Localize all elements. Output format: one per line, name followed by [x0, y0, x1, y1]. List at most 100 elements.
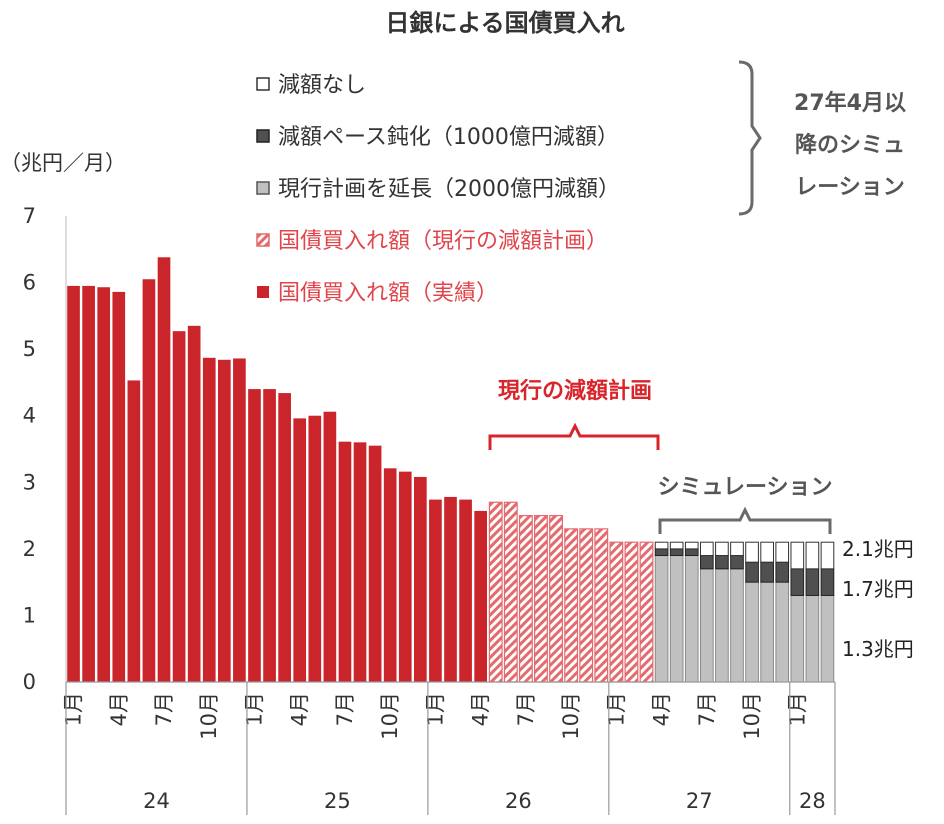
- bar-sim-extend-plan: [700, 568, 714, 683]
- x-tick-label-month: 7月: [152, 692, 176, 726]
- y-tick-label: 7: [23, 204, 36, 228]
- value-label-1-3: 1.3兆円: [842, 637, 914, 661]
- x-tick-label-month: 10月: [378, 692, 402, 740]
- bar-sim-no-reduction: [730, 541, 744, 557]
- bar-actual: [202, 357, 216, 682]
- bar-sim-no-reduction: [669, 541, 684, 550]
- bars: [67, 257, 835, 683]
- simulation-annotation-label: シミュレーション: [657, 475, 832, 500]
- bar-plan: [639, 541, 654, 683]
- x-year-label: 26: [505, 789, 532, 813]
- bar-sim-extend-plan: [820, 594, 835, 683]
- bar-plan: [534, 514, 548, 683]
- bar-actual: [142, 279, 156, 682]
- bar-actual: [383, 468, 397, 682]
- bar-actual: [323, 411, 337, 682]
- legend-swatch-slower-reduction: [256, 129, 270, 143]
- bar-sim-slower-reduction: [669, 548, 684, 557]
- y-tick-label: 3: [23, 470, 36, 494]
- bar-sim-slower-reduction: [805, 568, 820, 596]
- plan-annotation-label: 現行の減額計画: [498, 378, 652, 404]
- legend-swatch-extend-plan: [256, 181, 270, 195]
- bar-sim-no-reduction: [654, 541, 669, 550]
- plan-bracket: [488, 422, 660, 450]
- y-tick-label: 2: [23, 537, 36, 561]
- bar-sim-slower-reduction: [760, 561, 774, 583]
- bar-sim-extend-plan: [715, 568, 729, 683]
- x-axis: 1月 4月 7月 10月 1月 4月 7月 10月 1月 4月 7月 10月 1月 4月 7月 10月 1月 24…: [62, 681, 836, 815]
- bar-plan: [609, 541, 624, 683]
- bar-sim-no-reduction: [775, 541, 790, 563]
- bar-sim-no-reduction: [700, 541, 714, 557]
- x-tick-label-month: 4月: [288, 692, 312, 726]
- bar-actual: [248, 389, 261, 682]
- bar-actual: [127, 380, 141, 682]
- legend-swatch-no-reduction: [256, 77, 270, 91]
- legend-bracket: [738, 60, 762, 216]
- bar-actual: [187, 325, 201, 682]
- bar-sim-slower-reduction: [820, 568, 835, 596]
- bar-actual: [112, 291, 126, 682]
- bar-sim-extend-plan: [805, 594, 820, 683]
- y-axis-label: （兆円／月）: [0, 151, 126, 175]
- x-tick-label-month: 4月: [469, 692, 493, 726]
- x-tick-label-month: 1月: [62, 692, 86, 726]
- x-tick-label-month: 7月: [695, 692, 719, 726]
- bar-sim-no-reduction: [820, 541, 835, 570]
- bar-sim-no-reduction: [715, 541, 729, 557]
- bar-sim-no-reduction: [684, 541, 699, 550]
- bar-sim-extend-plan: [760, 581, 774, 683]
- bar-actual: [459, 499, 472, 682]
- bar-plan: [624, 541, 639, 683]
- bar-sim-slower-reduction: [745, 561, 759, 583]
- bar-actual: [474, 510, 487, 682]
- x-year-label: 24: [143, 789, 170, 813]
- bar-actual: [414, 476, 427, 682]
- bar-sim-slower-reduction: [684, 548, 699, 557]
- x-year-label: 27: [686, 789, 713, 813]
- bar-sim-extend-plan: [790, 594, 805, 683]
- y-tick-label: 4: [23, 404, 36, 428]
- plan-annotation: 現行の減額計画: [488, 378, 660, 450]
- legend-swatch-plan: [256, 233, 270, 247]
- bar-sim-slower-reduction: [790, 568, 805, 596]
- x-tick-label-month: 1月: [423, 692, 447, 726]
- bar-sim-slower-reduction: [654, 548, 669, 557]
- x-year-label: 25: [324, 789, 351, 813]
- bar-actual: [293, 418, 307, 682]
- bar-plan: [488, 501, 503, 683]
- legend-bracket-label-line1: 27年4月以: [794, 90, 906, 116]
- bar-plan: [579, 528, 594, 683]
- bar-plan: [518, 514, 533, 683]
- x-tick-label-month: 7月: [333, 692, 357, 726]
- bar-actual: [67, 285, 80, 682]
- bar-sim-slower-reduction: [715, 555, 729, 570]
- x-tick-label-month: 4月: [650, 692, 674, 726]
- bar-actual: [353, 442, 367, 682]
- bar-plan: [564, 528, 579, 683]
- bar-actual: [157, 257, 171, 682]
- x-tick-label-month: 1月: [604, 692, 628, 726]
- bar-actual: [278, 393, 291, 682]
- bar-actual: [263, 389, 276, 682]
- x-tick-label-month: 10月: [740, 692, 764, 740]
- bar-actual: [97, 287, 111, 682]
- bar-sim-extend-plan: [745, 581, 759, 683]
- y-tick-label: 6: [23, 271, 36, 295]
- y-tick-label: 5: [23, 337, 36, 361]
- chart-title: 日銀による国債買入れ: [385, 9, 624, 37]
- simulation-annotation: シミュレーション: [657, 475, 833, 534]
- bar-actual: [308, 415, 322, 682]
- bar-actual: [338, 441, 352, 682]
- legend-label-extend-plan: 現行計画を延長（2000億円減額）: [278, 177, 620, 202]
- bar-actual: [82, 285, 95, 682]
- bar-sim-slower-reduction: [700, 555, 714, 570]
- x-tick-label-month: 4月: [107, 692, 131, 726]
- bar-actual: [233, 358, 246, 682]
- bar-actual: [217, 359, 231, 682]
- bar-sim-no-reduction: [745, 541, 759, 563]
- value-label-2-1: 2.1兆円: [842, 537, 914, 561]
- bar-actual: [429, 499, 442, 682]
- bar-actual: [172, 331, 186, 682]
